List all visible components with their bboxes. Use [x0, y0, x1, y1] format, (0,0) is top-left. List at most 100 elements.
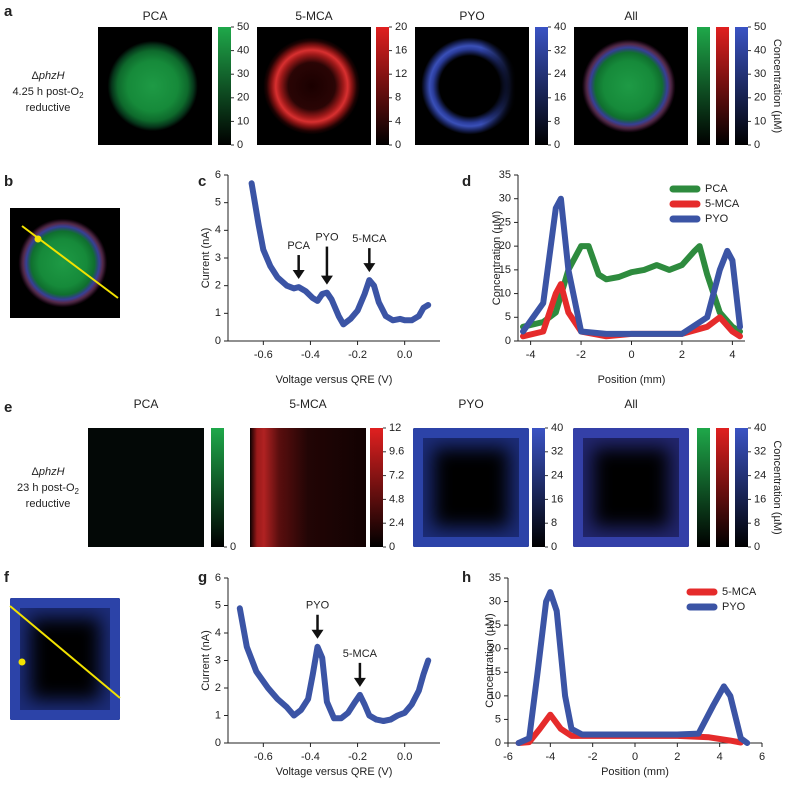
y-tick-label: 0	[495, 737, 501, 749]
heatmap	[257, 27, 371, 145]
y-axis-label: Concentration (µM)	[491, 211, 503, 305]
annotation-arrowhead	[311, 629, 324, 639]
data-line	[248, 180, 432, 328]
data-line	[515, 589, 751, 746]
x-tick-label: -0.2	[348, 349, 367, 361]
x-tick-label: 6	[759, 751, 765, 763]
panel-letter: e	[4, 399, 12, 416]
y-tick-label: 10	[489, 690, 501, 702]
y-tick-label: 5	[215, 197, 221, 209]
condition: 23 h post-O	[17, 482, 75, 494]
panel-letter: a	[4, 3, 13, 20]
y-tick-label: 0	[215, 335, 221, 347]
profile-start	[18, 658, 26, 666]
colorbar-tick-label: 0	[754, 541, 760, 553]
colorbar	[697, 27, 710, 145]
heatmap	[88, 428, 204, 547]
colorbar-tick-label: 0	[389, 541, 395, 553]
y-tick-label: 20	[489, 643, 501, 655]
x-tick-label: -0.6	[254, 751, 273, 763]
y-tick-label: 5	[505, 311, 511, 323]
y-tick-label: 5	[495, 713, 501, 725]
colorbar-tick-label: 30	[754, 68, 766, 80]
y-tick-label: 30	[499, 193, 511, 205]
condition-sub: 2	[79, 91, 84, 100]
colorbar-tick-label: 32	[551, 446, 563, 458]
condition: 4.25 h post-O	[12, 86, 79, 98]
heatmap	[413, 428, 529, 547]
colorbar	[697, 428, 710, 547]
colorbar-tick-label: 0	[551, 541, 557, 553]
y-tick-label: 4	[215, 627, 221, 639]
colorbar-tick-label: 32	[754, 446, 766, 458]
legend-label: 5-MCA	[705, 198, 740, 210]
y-tick-label: 1	[215, 307, 221, 319]
y-axis-label: Current (nA)	[200, 630, 212, 691]
y-tick-label: 2	[215, 280, 221, 292]
x-tick-label: -4	[545, 751, 555, 763]
annotation-arrowhead	[353, 677, 366, 687]
heatmap	[573, 428, 689, 547]
annotation: PCA	[287, 240, 310, 252]
x-tick-label: -0.6	[254, 349, 273, 361]
panel-title: 5-MCA	[295, 9, 332, 23]
x-tick-label: -2	[588, 751, 598, 763]
colorbar-tick-label: 50	[237, 21, 249, 33]
x-axis-label: Voltage versus QRE (V)	[276, 374, 393, 386]
y-tick-label: 15	[499, 264, 511, 276]
colorbar	[535, 27, 548, 145]
row-label: 23 h post-O2	[17, 482, 79, 496]
x-tick-label: -0.4	[301, 349, 320, 361]
strain-prefix: Δ	[31, 70, 39, 82]
colorbar	[716, 428, 729, 547]
colorbar-tick-label: 0	[554, 139, 560, 151]
row-label: ΔphzH	[31, 466, 64, 478]
y-tick-label: 35	[499, 169, 511, 181]
y-tick-label: 0	[505, 335, 511, 347]
x-tick-label: 2	[674, 751, 680, 763]
colorbar-tick-label: 40	[754, 422, 766, 434]
legend-label: PYO	[705, 213, 729, 225]
colorbar-tick-label: 7.2	[389, 470, 404, 482]
x-tick-label: -0.2	[348, 751, 367, 763]
colorbar-tick-label: 0	[754, 139, 760, 151]
panel-letter: d	[462, 173, 471, 190]
y-tick-label: 3	[215, 252, 221, 264]
y-tick-label: 30	[489, 595, 501, 607]
profile-start	[34, 235, 42, 243]
x-tick-label: -4	[526, 349, 536, 361]
condition-sub: 2	[75, 487, 80, 496]
x-tick-label: -0.4	[301, 751, 320, 763]
x-tick-label: 0	[632, 751, 638, 763]
colorbar-tick-label: 30	[237, 68, 249, 80]
colorbar-tick-label: 10	[754, 115, 766, 127]
colorbar	[376, 27, 389, 145]
panel-title: PCA	[134, 397, 159, 411]
colorbar	[370, 428, 383, 547]
colorbar-tick-label: 40	[551, 422, 563, 434]
data-line	[520, 195, 743, 337]
annotation: PYO	[306, 600, 330, 612]
y-tick-label: 15	[489, 666, 501, 678]
y-tick-label: 6	[215, 169, 221, 181]
colorbar-tick-label: 24	[754, 470, 766, 482]
colorbar-tick-label: 8	[554, 115, 560, 127]
x-tick-label: 4	[717, 751, 723, 763]
legend-label: PCA	[705, 183, 728, 195]
colorbar	[218, 27, 231, 145]
colorbar-tick-label: 40	[754, 45, 766, 57]
colorbar	[735, 428, 748, 547]
legend-label: PYO	[722, 601, 746, 613]
y-axis-label: Current (nA)	[200, 228, 212, 289]
row-label: 4.25 h post-O2	[12, 86, 84, 100]
colorbar-tick-label: 40	[554, 21, 566, 33]
y-tick-label: 2	[215, 682, 221, 694]
legend-label: 5-MCA	[722, 586, 757, 598]
data-line	[236, 605, 432, 724]
colorbar-tick-label: 8	[551, 517, 557, 529]
colorbar-tick-label: 0	[230, 541, 236, 553]
colorbar-tick-label: 0	[395, 139, 401, 151]
colorbar	[716, 27, 729, 145]
colorbar-tick-label: 16	[395, 45, 407, 57]
